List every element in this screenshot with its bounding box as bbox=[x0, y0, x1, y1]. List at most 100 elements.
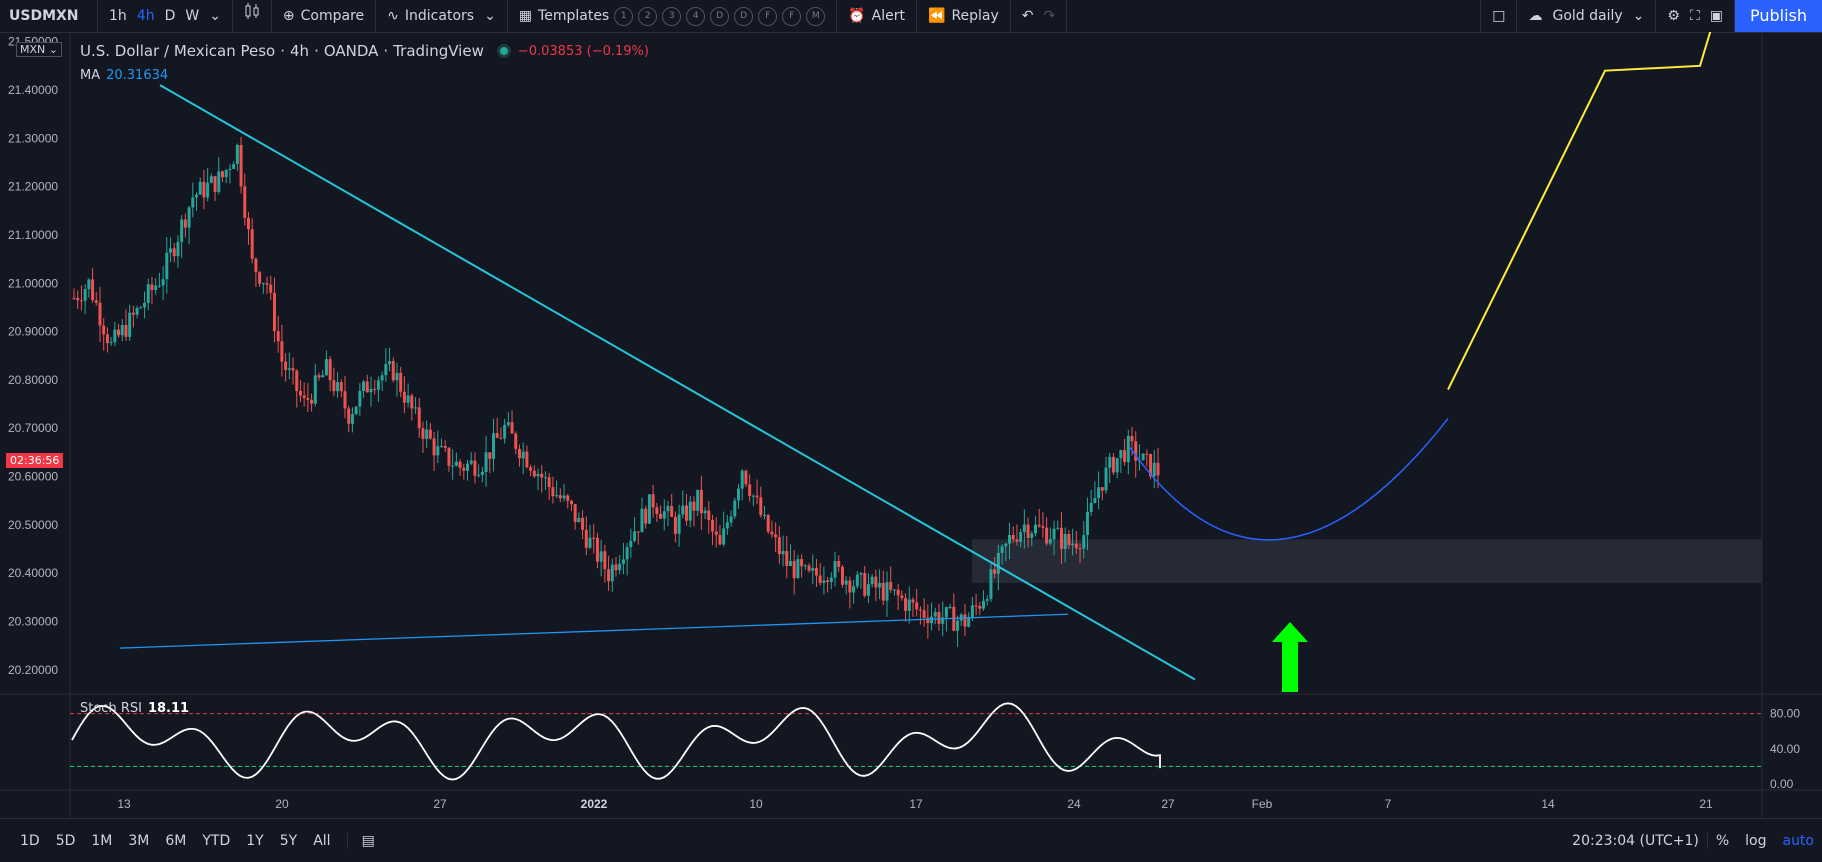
x-tick-label: Feb bbox=[1252, 797, 1273, 811]
candle-body bbox=[714, 531, 718, 535]
candle-body bbox=[636, 531, 640, 533]
range-1y[interactable]: 1Y bbox=[246, 832, 264, 849]
range-all[interactable]: All bbox=[313, 832, 331, 849]
candle-body bbox=[313, 375, 317, 404]
chart-canvas[interactable]: 21.5000021.4000021.3000021.2000021.10000… bbox=[0, 32, 1822, 818]
cloud-icon[interactable]: ☁ bbox=[1528, 8, 1543, 24]
plus-circle-icon: ⊕ bbox=[282, 8, 295, 24]
candle-body bbox=[1126, 435, 1130, 463]
candle-body bbox=[451, 465, 455, 467]
support-trendline bbox=[119, 613, 1069, 649]
fullscreen-icon[interactable]: ⛶ bbox=[1689, 8, 1700, 24]
candle-body bbox=[503, 425, 507, 439]
template-slot[interactable]: F bbox=[758, 6, 778, 26]
candle-body bbox=[72, 297, 76, 299]
range-ytd[interactable]: YTD bbox=[202, 832, 231, 849]
candle-body bbox=[120, 324, 124, 336]
template-slot[interactable]: D bbox=[734, 6, 754, 26]
candle-body bbox=[328, 359, 332, 381]
stoch-legend: Stoch RSI 18.11 bbox=[80, 701, 189, 716]
candle-body bbox=[317, 375, 321, 378]
candle-body bbox=[1104, 467, 1108, 491]
candle-body bbox=[224, 169, 228, 178]
candle-body bbox=[844, 580, 848, 585]
stoch-rsi-line bbox=[71, 702, 1161, 781]
candle-body bbox=[848, 580, 852, 593]
candles-icon[interactable] bbox=[239, 0, 265, 32]
candle-body bbox=[477, 474, 481, 476]
chevron-down-icon[interactable]: ⌄ bbox=[1632, 8, 1645, 24]
symbol-search[interactable]: USDMXN bbox=[0, 0, 98, 32]
layout-name[interactable]: Gold daily bbox=[1552, 8, 1623, 24]
candle-body bbox=[484, 452, 488, 473]
template-slot[interactable]: 4 bbox=[686, 6, 706, 26]
clock-label[interactable]: 20:23:04 (UTC+1) bbox=[1564, 832, 1708, 849]
publish-button[interactable]: Publish bbox=[1735, 0, 1822, 32]
candle-body bbox=[629, 540, 633, 548]
chevron-down-icon[interactable]: ⌄ bbox=[484, 8, 496, 24]
calendar-range-icon[interactable]: ▤ bbox=[346, 832, 383, 849]
candle-body bbox=[510, 422, 514, 434]
interval-1h[interactable]: 1h bbox=[109, 8, 127, 24]
range-6m[interactable]: 6M bbox=[165, 832, 187, 849]
candle-body bbox=[670, 505, 674, 517]
candle-body bbox=[458, 461, 462, 468]
compare-button[interactable]: ⊕ Compare bbox=[278, 0, 369, 32]
candle-body bbox=[495, 433, 499, 438]
candle-body bbox=[491, 433, 495, 459]
template-slot[interactable]: M bbox=[806, 6, 826, 26]
camera-icon[interactable]: ▣ bbox=[1709, 8, 1723, 24]
interval-w[interactable]: W bbox=[185, 8, 200, 24]
candle-body bbox=[243, 186, 247, 218]
candle-body bbox=[918, 609, 922, 611]
templates-label: Templates bbox=[538, 8, 610, 24]
template-slot[interactable]: 1 bbox=[614, 6, 634, 26]
candle-body bbox=[258, 272, 262, 284]
redo-icon[interactable]: ↷ bbox=[1043, 8, 1056, 24]
indicators-label: Indicators bbox=[404, 8, 475, 24]
candle-body bbox=[588, 537, 592, 548]
template-slot[interactable]: F bbox=[782, 6, 802, 26]
candle-body bbox=[1022, 524, 1026, 533]
currency-badge[interactable]: MXN ⌄ bbox=[16, 42, 62, 57]
chevron-down-icon[interactable]: ⌄ bbox=[209, 8, 221, 24]
candle-body bbox=[302, 395, 306, 399]
interval-4h[interactable]: 4h bbox=[136, 8, 155, 24]
candle-body bbox=[176, 241, 180, 257]
candle-body bbox=[1004, 543, 1008, 547]
percent-toggle[interactable]: % bbox=[1715, 832, 1730, 849]
candle-body bbox=[347, 408, 351, 424]
range-1d[interactable]: 1D bbox=[20, 832, 40, 849]
undo-icon[interactable]: ↶ bbox=[1021, 8, 1034, 24]
candle-body bbox=[187, 207, 191, 228]
candle-body bbox=[295, 370, 299, 392]
templates-button[interactable]: ▦ Templates bbox=[514, 0, 614, 32]
template-slot[interactable]: 2 bbox=[638, 6, 658, 26]
candle-body bbox=[354, 406, 358, 415]
candle-body bbox=[1056, 527, 1060, 529]
candle-body bbox=[399, 372, 403, 392]
candle-body bbox=[566, 495, 570, 501]
range-3m[interactable]: 3M bbox=[128, 832, 150, 849]
gear-icon[interactable]: ⚙ bbox=[1667, 8, 1680, 24]
template-slot[interactable]: D bbox=[710, 6, 730, 26]
alert-button[interactable]: ⏰ Alert bbox=[843, 0, 910, 32]
y-tick-label: 21.40000 bbox=[8, 83, 58, 97]
replay-button[interactable]: ⏪ Replay bbox=[923, 0, 1004, 32]
candle-body bbox=[907, 599, 911, 611]
candle-body bbox=[822, 580, 826, 583]
range-1m[interactable]: 1M bbox=[91, 832, 113, 849]
candle-body bbox=[365, 381, 369, 393]
interval-d[interactable]: D bbox=[164, 8, 176, 24]
candle-body bbox=[131, 312, 135, 315]
log-toggle[interactable]: log bbox=[1745, 832, 1767, 849]
auto-toggle[interactable]: auto bbox=[1782, 832, 1814, 849]
templates-group: ▦ Templates 1 2 3 4 D D F F M bbox=[508, 0, 838, 32]
range-5d[interactable]: 5D bbox=[55, 832, 76, 849]
candle-body bbox=[937, 612, 941, 624]
square-icon[interactable]: □ bbox=[1492, 8, 1506, 24]
indicators-button[interactable]: ∿ Indicators bbox=[382, 0, 479, 32]
range-5y[interactable]: 5Y bbox=[279, 832, 298, 849]
candle-body bbox=[692, 501, 696, 511]
template-slot[interactable]: 3 bbox=[662, 6, 682, 26]
